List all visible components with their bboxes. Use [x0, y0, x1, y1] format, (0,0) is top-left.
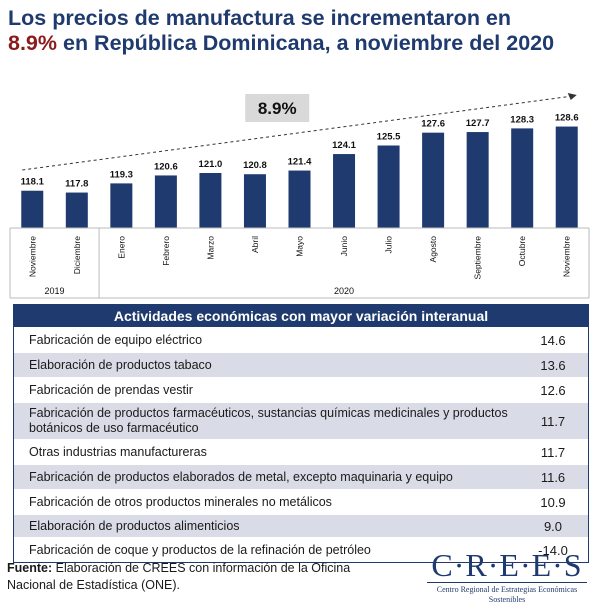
- category-label: Enero: [116, 236, 126, 259]
- data-label: 121.4: [288, 157, 312, 168]
- bar: [555, 126, 578, 228]
- title-line1: Los precios de manufactura se incrementa…: [8, 6, 512, 30]
- data-label: 127.6: [421, 119, 445, 130]
- title-highlight: 8.9%: [8, 31, 58, 55]
- data-label: 125.5: [377, 132, 401, 143]
- page-title: Los precios de manufactura se incrementa…: [8, 6, 593, 56]
- data-label: 127.7: [466, 118, 490, 129]
- category-label: Noviembre: [27, 236, 37, 277]
- year-label: 2019: [45, 286, 65, 296]
- category-label: Febrero: [161, 236, 171, 266]
- table-row: Elaboración de productos tabaco 13.6: [14, 352, 588, 377]
- bar-chart: 8.9% 118.1 Noviembre 117.8 Diciembre 119.3 Ene…: [9, 93, 590, 299]
- activity-label: Fabricación de productos elaborados de m…: [29, 469, 453, 484]
- table-row: Fabricación de coque y productos de la r…: [14, 537, 588, 562]
- table-row: Fabricación de productos farmacéuticos, …: [14, 402, 588, 439]
- bar: [377, 145, 400, 228]
- bar: [422, 132, 445, 228]
- annotation-box: [245, 94, 310, 122]
- category-label: Julio: [384, 236, 394, 254]
- data-label: 124.1: [332, 140, 356, 151]
- activity-label: Elaboración de productos tabaco: [29, 357, 212, 372]
- bar: [511, 128, 534, 228]
- bar: [110, 183, 133, 228]
- bar: [65, 192, 88, 228]
- table-row: Fabricación de equipo eléctrico 14.6: [14, 327, 588, 352]
- bar: [154, 175, 177, 228]
- category-label: Marzo: [205, 236, 215, 260]
- category-label: Diciembre: [72, 236, 82, 275]
- trend-arrow-icon: [567, 93, 577, 100]
- category-label: Noviembre: [562, 236, 572, 277]
- data-label: 119.3: [110, 169, 133, 180]
- table-row: Fabricación de productos elaborados de m…: [14, 464, 588, 489]
- source-note: Fuente: Elaboración de CREES con informa…: [7, 560, 387, 594]
- logo-subtitle: Centro Regional de Estrategias Económica…: [427, 582, 587, 605]
- activity-value: 12.6: [540, 382, 566, 398]
- crees-logo: C·R·E·E·S Centro Regional de Estrategias…: [427, 548, 587, 605]
- category-label: Mayo: [295, 236, 305, 257]
- table-row: Otras industrias manufactureras 11.7: [14, 439, 588, 464]
- data-label: 117.8: [65, 179, 88, 190]
- activity-label: Fabricación de productos farmacéuticos, …: [29, 406, 508, 435]
- table-row: Fabricación de otros productos minerales…: [14, 489, 588, 514]
- title-rest: en República Dominicana, a noviembre del…: [57, 31, 555, 55]
- activity-label: Fabricación de otros productos minerales…: [29, 494, 332, 509]
- activity-value: 10.9: [540, 494, 566, 510]
- bar: [21, 190, 44, 228]
- activity-label: Elaboración de productos alimenticios: [29, 518, 240, 533]
- table-header: Actividades económicas con mayor variaci…: [14, 305, 588, 327]
- activity-label: Fabricación de equipo eléctrico: [29, 332, 203, 347]
- table-body: Fabricación de equipo eléctrico 14.6 Elabo…: [14, 327, 588, 562]
- category-label: Junio: [339, 236, 349, 257]
- logo-name: C·R·E·E·S: [431, 547, 583, 583]
- category-label: Septiembre: [473, 236, 483, 280]
- year-label: 2020: [334, 286, 354, 296]
- source-text: Elaboración de CREES con información de …: [7, 561, 351, 592]
- data-label: 120.8: [243, 160, 267, 171]
- category-label: Octubre: [517, 236, 527, 267]
- activity-value: -14.0: [538, 542, 568, 558]
- bar: [333, 154, 356, 228]
- activity-label: Otras industrias manufactureras: [29, 444, 207, 459]
- activity-value: 11.7: [540, 413, 566, 429]
- trend-line: [22, 95, 573, 171]
- activity-value: 11.7: [540, 444, 566, 460]
- bar: [288, 170, 311, 228]
- data-label: 128.3: [510, 114, 534, 125]
- activity-label: Fabricación de prendas vestir: [29, 382, 193, 397]
- activity-value: 14.6: [540, 332, 566, 348]
- activity-label: Fabricación de coque y productos de la r…: [29, 542, 371, 557]
- bar: [199, 173, 222, 228]
- data-label: 128.6: [555, 113, 579, 124]
- table-row: Fabricación de prendas vestir 12.6: [14, 377, 588, 402]
- table-row: Elaboración de productos alimenticios 9.0: [14, 514, 588, 537]
- bar: [243, 174, 266, 228]
- activity-value: 11.6: [540, 469, 566, 485]
- annotation-label: 8.9%: [258, 99, 297, 118]
- data-label: 121.0: [199, 159, 223, 170]
- activity-value: 13.6: [540, 357, 566, 373]
- data-label: 118.1: [21, 177, 45, 188]
- bar: [466, 132, 489, 228]
- activities-table: Actividades económicas con mayor variaci…: [13, 304, 589, 563]
- source-label: Fuente:: [7, 561, 53, 575]
- category-label: Abril: [250, 236, 260, 253]
- category-label: Agosto: [428, 236, 438, 263]
- activity-value: 9.0: [543, 518, 563, 534]
- data-label: 120.6: [154, 161, 178, 172]
